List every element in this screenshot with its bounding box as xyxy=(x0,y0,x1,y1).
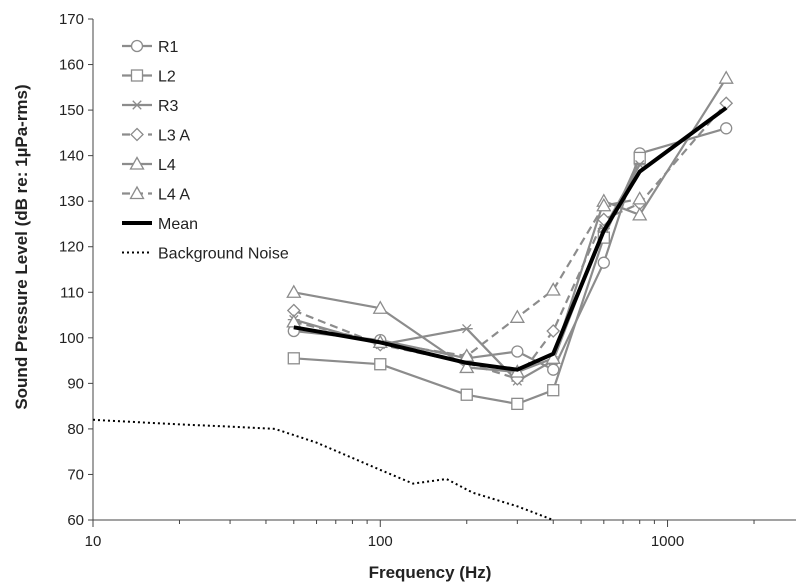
data-point-l3-a xyxy=(546,324,561,338)
legend-label-l3-a: L3 A xyxy=(158,128,190,145)
legend-item-l4: L4 xyxy=(122,156,176,174)
data-point-l2 xyxy=(460,388,473,401)
y-tick-label: 90 xyxy=(67,375,84,392)
legend-label-l2: L2 xyxy=(158,69,176,86)
y-tick-label: 140 xyxy=(59,148,84,165)
series-mean xyxy=(293,106,728,372)
data-point-l2 xyxy=(633,151,646,165)
x-tick-label: 10 xyxy=(85,533,102,550)
data-point-l4-a xyxy=(596,197,612,212)
series-l4 xyxy=(286,70,734,378)
data-point-r1 xyxy=(547,363,560,376)
plot-lines xyxy=(92,70,734,521)
y-tick-label: 170 xyxy=(59,11,84,28)
x-axis-title: Frequency (Hz) xyxy=(369,563,492,582)
legend-item-r1: R1 xyxy=(122,39,179,56)
data-point-l4 xyxy=(545,350,561,364)
x-tick-label: 1000 xyxy=(651,533,684,550)
y-tick-label: 80 xyxy=(67,421,84,438)
y-tick-label: 130 xyxy=(59,193,84,210)
legend-marker-l4-a xyxy=(129,185,145,200)
data-point-l4-a xyxy=(286,314,302,328)
data-point-l4 xyxy=(372,300,388,314)
data-point-l2 xyxy=(547,384,560,397)
series-l3-a xyxy=(286,96,734,386)
x-tick-label: 100 xyxy=(368,533,393,550)
legend-marker-l3-a xyxy=(130,127,144,142)
legend-label-mean: Mean xyxy=(158,216,198,233)
legend-marker-r1 xyxy=(130,39,144,53)
series-line-mean xyxy=(293,106,728,372)
legend-label-r1: R1 xyxy=(158,39,179,56)
data-point-l4 xyxy=(632,207,648,221)
legend-label-l4-a: L4 A xyxy=(158,187,190,204)
legend-label-r3: R3 xyxy=(158,98,179,115)
data-point-l3-a xyxy=(719,96,734,111)
legend-item-l3-a: L3 A xyxy=(122,128,190,145)
legend-marker-l2 xyxy=(130,69,144,82)
data-point-l4 xyxy=(718,70,734,84)
legend-marker-l4 xyxy=(129,156,145,170)
data-point-l4-a xyxy=(632,191,648,205)
data-point-l2 xyxy=(511,397,524,411)
legend-item-mean: Mean xyxy=(122,216,198,233)
series-line-l4 xyxy=(293,77,728,374)
legend: R1 L2 R3 L3 A L4 L4 A Mean Background Noise xyxy=(122,39,289,263)
data-point-r1 xyxy=(597,256,610,269)
y-tick-label: 100 xyxy=(59,330,84,347)
y-tick-label: 120 xyxy=(59,239,84,256)
y-tick-label: 110 xyxy=(60,284,84,301)
data-point-l2 xyxy=(287,352,300,365)
y-axis-title: Sound Pressure Level (dB re: 1µPa-rms) xyxy=(12,84,31,409)
data-point-r1 xyxy=(720,122,733,135)
legend-label-l4: L4 xyxy=(158,157,176,174)
data-point-l4 xyxy=(286,284,302,298)
series-l2 xyxy=(287,151,646,411)
legend-item-l4-a: L4 A xyxy=(122,185,190,204)
legend-marker-r3 xyxy=(131,100,143,110)
y-tick-label: 150 xyxy=(59,102,84,119)
legend-label-background-noise: Background Noise xyxy=(158,246,289,263)
data-point-l4-a xyxy=(509,309,525,323)
y-tick-label: 160 xyxy=(59,57,84,74)
axes: 60 70 80 90 100 110 120 130 140 150 160 170 10 100 100… xyxy=(59,11,796,550)
series-line-background-noise xyxy=(92,418,554,521)
y-tick-label: 60 xyxy=(67,512,84,529)
data-point-r1 xyxy=(511,345,524,358)
legend-item-r3: R3 xyxy=(122,98,179,115)
legend-item-background-noise: Background Noise xyxy=(122,246,289,263)
y-tick-label: 70 xyxy=(67,466,84,483)
data-point-l4-a xyxy=(545,282,561,296)
series-line-l4-a xyxy=(293,197,640,358)
series-background-noise xyxy=(92,418,554,521)
series-line-r1 xyxy=(293,127,727,371)
legend-item-l2: L2 xyxy=(122,69,176,86)
data-point-l4 xyxy=(459,359,475,374)
data-point-l2 xyxy=(374,358,387,371)
data-point-r3 xyxy=(460,324,473,334)
